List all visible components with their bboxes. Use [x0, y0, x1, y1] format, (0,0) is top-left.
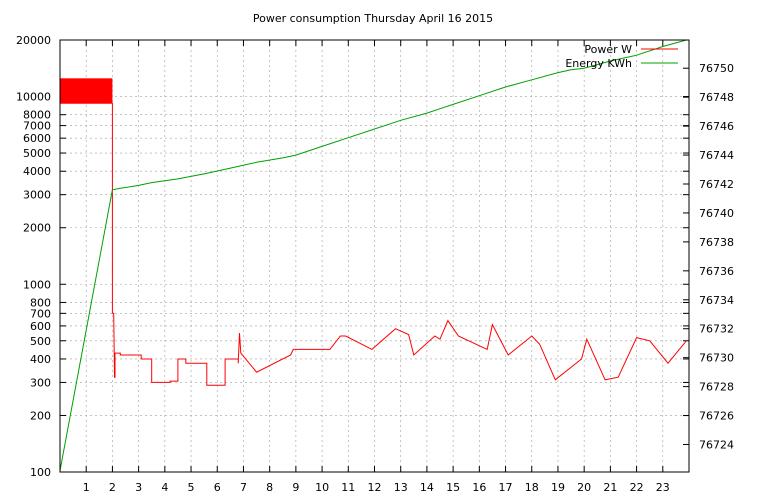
legend: Power W Energy KWh — [565, 43, 678, 70]
y2-tick-label: 76724 — [699, 439, 734, 452]
y-tick-label: 800 — [30, 296, 51, 309]
x-tick-label: 11 — [341, 481, 355, 494]
x-tick-label: 12 — [368, 481, 382, 494]
x-tick-label: 17 — [499, 481, 513, 494]
y-tick-label: 3000 — [23, 189, 51, 202]
x-tick-label: 21 — [603, 481, 617, 494]
x-tick-label: 5 — [188, 481, 195, 494]
series-line-energy — [59, 39, 687, 471]
y2-tick-label: 76734 — [699, 294, 734, 307]
y2-tick-label: 76726 — [699, 410, 734, 423]
y2-tick-label: 76728 — [699, 381, 734, 394]
y-axis-right: 76724 76726 76728 76730 76732 76734 76736 76738… — [683, 62, 734, 452]
y-tick-label: 4000 — [23, 165, 51, 178]
y-tick-label: 8000 — [23, 109, 51, 122]
y2-tick-label: 76744 — [699, 149, 734, 162]
y-tick-label: 1000 — [23, 278, 51, 291]
y2-tick-label: 76740 — [699, 207, 734, 220]
x-tick-label: 22 — [630, 481, 644, 494]
x-tick-label: 3 — [135, 481, 142, 494]
y-tick-label: 7000 — [23, 120, 51, 133]
x-tick-label: 14 — [420, 481, 434, 494]
x-tick-label: 23 — [656, 481, 670, 494]
y-tick-label: 100 — [30, 466, 51, 479]
x-tick-label: 10 — [315, 481, 329, 494]
x-tick-label: 4 — [161, 481, 168, 494]
chart-title: Power consumption Thursday April 16 2015 — [253, 12, 493, 25]
y-tick-label: 400 — [30, 353, 51, 366]
legend-label-power: Power W — [584, 43, 632, 56]
y-tick-label: 10000 — [16, 91, 51, 104]
x-tick-label: 16 — [472, 481, 486, 494]
x-tick-label: 15 — [446, 481, 460, 494]
y2-tick-label: 76738 — [699, 236, 734, 249]
x-tick-label: 20 — [577, 481, 591, 494]
plot-border — [59, 39, 690, 473]
y2-tick-label: 76742 — [699, 178, 734, 191]
x-tick-label: 2 — [109, 481, 116, 494]
y2-tick-label: 76732 — [699, 323, 734, 336]
y2-tick-label: 76746 — [699, 120, 734, 133]
y-tick-label: 6000 — [23, 132, 51, 145]
grid — [60, 40, 689, 472]
y2-tick-label: 76750 — [699, 62, 734, 75]
x-tick-label: 19 — [551, 481, 565, 494]
y-tick-label: 200 — [30, 409, 51, 422]
x-tick-label: 1 — [83, 481, 90, 494]
series-layer — [59, 39, 687, 471]
y-tick-label: 700 — [30, 307, 51, 320]
y2-tick-label: 76736 — [699, 265, 734, 278]
x-tick-label: 9 — [292, 481, 299, 494]
legend-label-energy: Energy KWh — [565, 57, 632, 70]
x-tick-label: 7 — [240, 481, 247, 494]
y2-tick-label: 76748 — [699, 91, 734, 104]
x-tick-label: 18 — [525, 481, 539, 494]
y-tick-label: 500 — [30, 335, 51, 348]
series-line-power — [60, 102, 687, 386]
y-tick-label: 300 — [30, 376, 51, 389]
x-tick-label: 8 — [266, 481, 273, 494]
y-tick-label: 5000 — [23, 147, 51, 160]
power-band — [60, 78, 113, 104]
y-tick-label: 600 — [30, 320, 51, 333]
y-tick-label: 2000 — [23, 222, 51, 235]
x-tick-label: 6 — [214, 481, 221, 494]
y-tick-label: 20000 — [16, 34, 51, 47]
x-tick-label: 13 — [394, 481, 408, 494]
y2-tick-label: 76730 — [699, 352, 734, 365]
x-axis: 1 2 3 4 5 6 7 8 9 10 11 12 13 14 15 16 17 18 19 20 21 22 23 — [83, 40, 670, 494]
